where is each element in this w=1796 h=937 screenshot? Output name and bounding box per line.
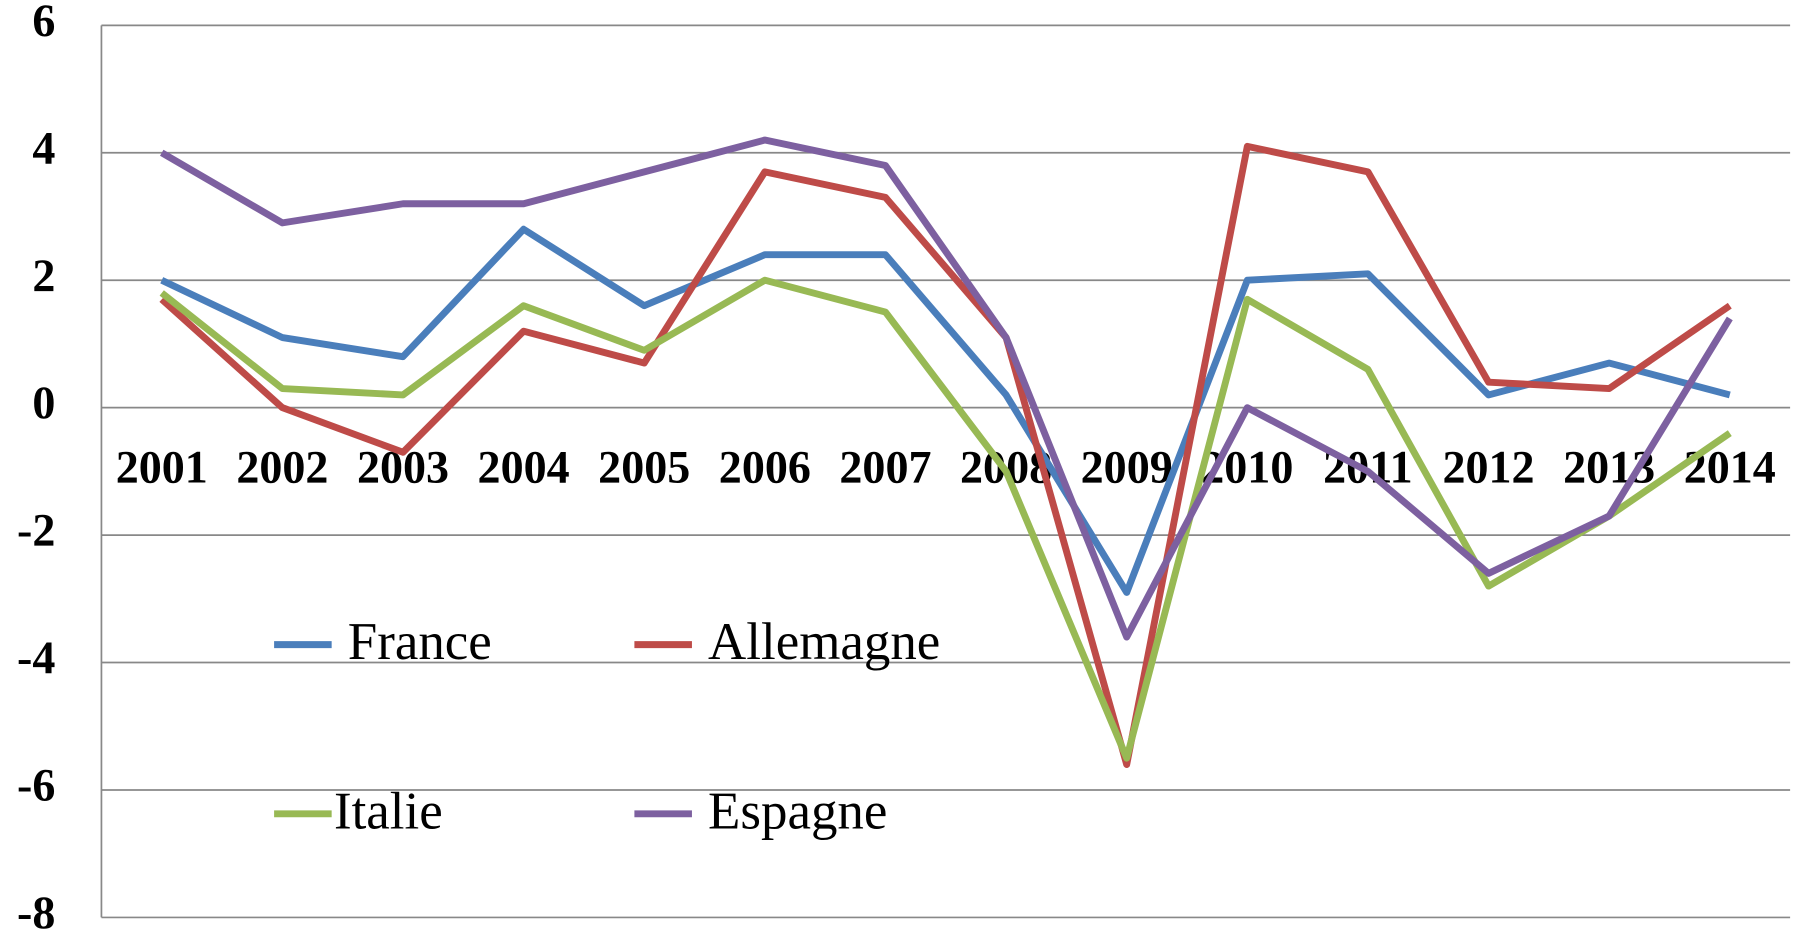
legend-label: Italie [334,782,443,840]
x-tick-label: 2006 [719,442,811,493]
x-tick-label: 2011 [1323,442,1413,493]
x-tick-label: 2002 [236,442,328,493]
x-tick-label: 2012 [1443,442,1535,493]
y-tick-label: 2 [32,250,55,301]
x-tick-label: 2007 [839,442,931,493]
y-tick-label: -6 [17,760,55,811]
y-tick-label: -4 [17,632,55,683]
y-tick-label: 4 [32,122,55,173]
line-series [160,136,1733,641]
x-tick-label: 2004 [478,442,570,493]
x-tick-label: 2005 [598,442,690,493]
y-tick-label: 6 [32,0,55,46]
legend-label: Espagne [708,782,887,840]
x-tick-label: 2001 [116,442,208,493]
line-series [159,142,1732,768]
y-tick-label: 0 [32,377,55,428]
legend-label: Allemagne [708,613,940,671]
y-tick-label: -2 [17,505,55,556]
line-series [160,225,1731,596]
x-tick-label: 2009 [1081,442,1173,493]
legend-label: France [348,613,492,671]
line-series [159,276,1732,762]
y-tick-label: -8 [17,887,55,937]
x-tick-label: 2014 [1684,442,1776,493]
